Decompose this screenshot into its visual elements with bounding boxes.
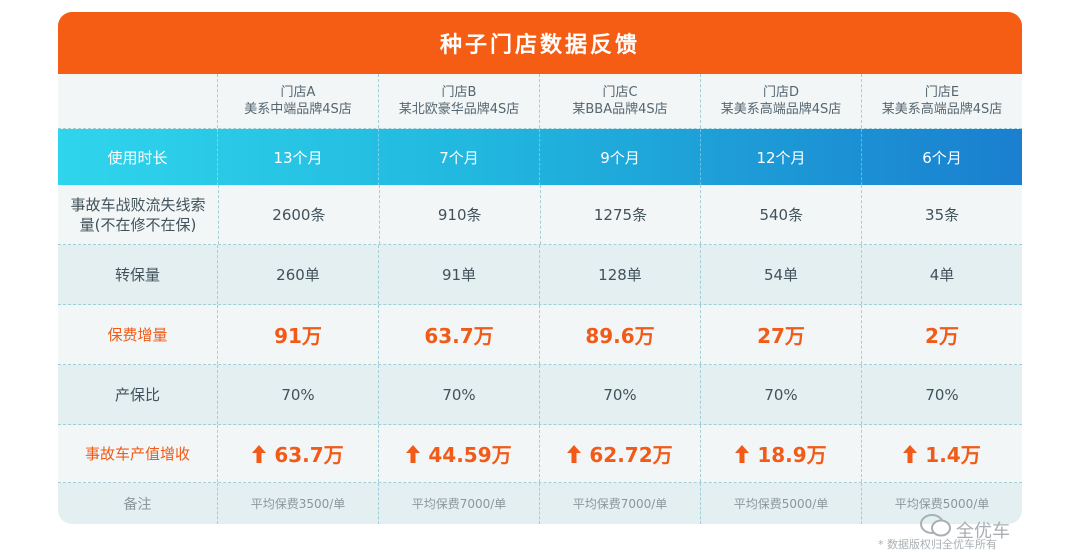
table-cell: 91单 <box>379 245 540 304</box>
row-label: 产保比 <box>58 365 218 424</box>
table-title: 种子门店数据反馈 <box>58 12 1022 74</box>
table-cell: 18.9万 <box>701 425 862 482</box>
table-cell: 平均保费7000/单 <box>540 483 701 524</box>
watermark-brand: 全优车 <box>956 521 1010 542</box>
store-name: 门店D <box>762 85 799 100</box>
store-desc: 某BBA品牌4S店 <box>572 102 668 117</box>
revenue-value: 44.59万 <box>428 443 512 467</box>
revenue-value: 1.4万 <box>925 443 981 467</box>
table-cell: 70% <box>218 365 379 424</box>
row-label: 保费增量 <box>58 305 218 364</box>
store-header-d: 门店D 某美系高端品牌4S店 <box>701 74 862 128</box>
row-label: 事故车战败流失线索量(不在修不在保) <box>58 185 219 244</box>
row-label: 备注 <box>58 483 218 524</box>
store-name: 门店A <box>280 85 316 100</box>
revenue-value: 62.72万 <box>589 443 673 467</box>
store-name: 门店C <box>602 85 638 100</box>
table-cell: 12个月 <box>701 129 862 185</box>
table-cell: 1275条 <box>541 185 702 244</box>
output-ratio-row: 产保比 70% 70% 70% 70% 70% <box>58 365 1022 425</box>
row-label: 使用时长 <box>58 129 218 185</box>
table-cell: 128单 <box>540 245 701 304</box>
table-cell: 44.59万 <box>379 425 540 482</box>
arrow-up-icon <box>406 444 421 463</box>
table-cell: 70% <box>701 365 862 424</box>
table-cell: 70% <box>925 385 959 404</box>
store-desc: 某美系高端品牌4S店 <box>881 102 1003 117</box>
table-cell: 70% <box>379 365 540 424</box>
table-cell: 540条 <box>701 185 863 244</box>
table-cell: 平均保费5000/单 <box>894 497 990 511</box>
row-label: 事故车产值增收 <box>58 425 218 482</box>
table-cell: 2600条 <box>219 185 380 244</box>
table-cell: 9个月 <box>540 129 701 185</box>
store-name: 门店E <box>924 85 960 100</box>
conversion-row: 转保量 260单 91单 128单 54单 4单 <box>58 245 1022 305</box>
table-cell: 平均保费7000/单 <box>379 483 540 524</box>
store-name: 门店B <box>441 85 477 100</box>
store-header-row: 门店A 美系中端品牌4S店 门店B 某北欧豪华品牌4S店 门店C 某BBA品牌4… <box>58 74 1022 129</box>
table-cell: 2万 <box>925 324 959 348</box>
table-cell: 63.7万 <box>379 305 540 364</box>
table-cell: 54单 <box>701 245 862 304</box>
table-cell: 62.72万 <box>540 425 701 482</box>
lost-leads-row: 事故车战败流失线索量(不在修不在保) 2600条 910条 1275条 540条… <box>58 185 1022 245</box>
table-cell: 260单 <box>218 245 379 304</box>
store-header-c: 门店C 某BBA品牌4S店 <box>540 74 701 128</box>
revenue-value: 63.7万 <box>274 443 344 467</box>
store-header-a: 门店A 美系中端品牌4S店 <box>218 74 379 128</box>
table-cell: 6个月 <box>922 148 962 167</box>
copyright-note: * 数据版权归全优车所有 <box>878 538 997 551</box>
premium-increase-row: 保费增量 91万 63.7万 89.6万 27万 2万 <box>58 305 1022 365</box>
table-cell: 89.6万 <box>540 305 701 364</box>
revenue-value: 18.9万 <box>757 443 827 467</box>
revenue-increase-row: 事故车产值增收 63.7万 44.59万 62.72万 18.9万 <box>58 425 1022 483</box>
table-cell: 27万 <box>701 305 862 364</box>
watermark: 全优车 * 数据版权归全优车所有 <box>878 512 1062 552</box>
store-header-b: 门店B 某北欧豪华品牌4S店 <box>379 74 540 128</box>
arrow-up-icon <box>903 444 918 463</box>
row-label: 转保量 <box>58 245 218 304</box>
arrow-up-icon <box>252 444 267 463</box>
data-table-card: 种子门店数据反馈 门店A 美系中端品牌4S店 门店B 某北欧豪华品牌4S店 门店… <box>58 12 1022 524</box>
corner-cell <box>58 74 218 128</box>
table-cell: 4单 <box>929 266 955 284</box>
table-cell: 70% <box>540 365 701 424</box>
store-header-e: 门店E 某美系高端品牌4S店 <box>862 74 1022 128</box>
table-cell: 910条 <box>380 185 541 244</box>
arrow-up-icon <box>735 444 750 463</box>
table-cell: 13个月 <box>218 129 379 185</box>
table-cell: 7个月 <box>379 129 540 185</box>
wechat-icon <box>920 514 952 542</box>
table-cell: 91万 <box>218 305 379 364</box>
table-cell: 1.4万 <box>862 425 1022 482</box>
table-cell: 平均保费3500/单 <box>218 483 379 524</box>
table-cell: 63.7万 <box>218 425 379 482</box>
row-label-text: 事故车战败流失线索量(不在修不在保) <box>70 195 206 234</box>
arrow-up-icon <box>567 444 582 463</box>
store-desc: 某美系高端品牌4S店 <box>720 102 842 117</box>
remark-row: 备注 平均保费3500/单 平均保费7000/单 平均保费7000/单 平均保费… <box>58 483 1022 524</box>
store-desc: 某北欧豪华品牌4S店 <box>398 102 520 117</box>
table-cell: 平均保费5000/单 <box>701 483 862 524</box>
usage-duration-row: 使用时长 13个月 7个月 9个月 12个月 6个月 <box>58 129 1022 185</box>
store-desc: 美系中端品牌4S店 <box>244 102 352 117</box>
table-cell: 35条 <box>925 206 960 224</box>
